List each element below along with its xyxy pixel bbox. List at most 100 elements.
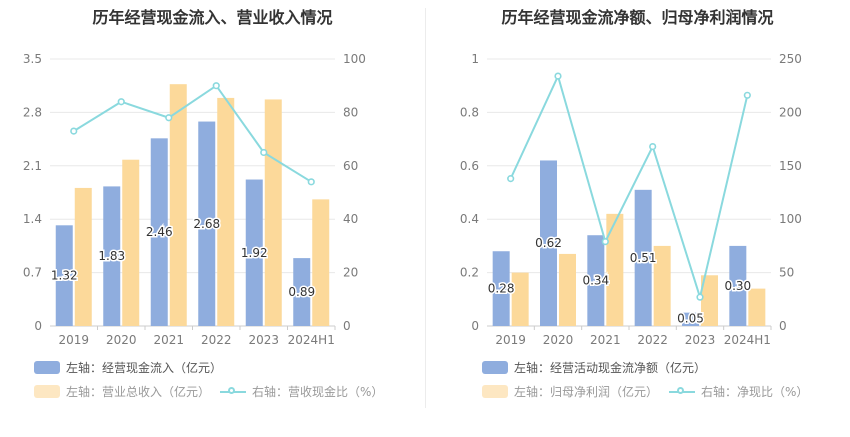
left-axis-tick-label: 0.2 (460, 266, 479, 280)
bar-cash-inflow (293, 258, 311, 326)
bar-net-profit (653, 245, 671, 326)
right-axis-tick-label: 200 (779, 105, 802, 119)
bar-cash-inflow (150, 138, 168, 326)
left-axis-tick-label: 0.7 (23, 266, 42, 280)
bar-net-profit (559, 253, 576, 326)
ratio-point (743, 91, 751, 99)
ratio-point (165, 114, 173, 122)
ratio-point (212, 82, 220, 90)
right-axis-tick-label: 0 (343, 319, 351, 333)
bar-net-profit (606, 213, 624, 326)
data-label: 1.92 (241, 246, 268, 260)
x-axis-tick-label: 2021 (590, 333, 621, 347)
right-axis-tick-label: 150 (779, 159, 802, 173)
ratio-point (117, 98, 125, 106)
data-label: 2.46 (146, 225, 173, 239)
bar-cash-inflow (103, 186, 121, 326)
right-axis-tick-label: 50 (779, 266, 794, 280)
ratio-point (507, 175, 515, 183)
legend-row-2: 左轴：归母净利润（亿元） 右轴：净现比（%） (425, 382, 850, 400)
right-axis-tick-label: 100 (343, 52, 366, 66)
ratio-line (509, 73, 749, 301)
right-axis-tick-label: 250 (779, 52, 802, 66)
bar-net-cash (634, 189, 652, 326)
legend-swatch-blue (34, 360, 60, 374)
legend-line-swatch (220, 385, 246, 398)
legend-item-net-ratio[interactable]: 右轴：净现比（%） (669, 382, 808, 400)
x-axis-tick-label: 2020 (543, 333, 574, 347)
legend-item-net-cash[interactable]: 左轴：经营活动现金流净额（亿元） (482, 358, 706, 376)
data-label: 0.89 (288, 285, 315, 299)
legend-item-cash-inflow[interactable]: 左轴：经营现金流入（亿元） (34, 358, 222, 376)
legend-label: 左轴：经营现金流入（亿元） (66, 360, 223, 375)
data-label: 2.68 (193, 217, 220, 231)
left-axis-tick-label: 0.4 (460, 212, 479, 226)
x-axis-tick-label: 2024H1 (724, 333, 771, 347)
left-axis-tick-label: 2.1 (23, 159, 42, 173)
x-axis-tick-label: 2021 (153, 333, 184, 347)
bar-revenue (312, 199, 330, 326)
left-axis-tick-label: 0.6 (460, 159, 479, 173)
ratio-point (307, 178, 315, 186)
left-axis-tick-label: 0 (471, 319, 479, 333)
bar-revenue (264, 99, 282, 326)
bar-revenue (217, 97, 235, 326)
data-label: 0.62 (535, 236, 562, 250)
legend-item-net-profit[interactable]: 左轴：归母净利润（亿元） (482, 382, 658, 400)
legend-label: 左轴：经营活动现金流净额（亿元） (514, 360, 707, 375)
right-axis-tick-label: 80 (343, 105, 358, 119)
data-label: 0.30 (724, 279, 751, 293)
legend-row-1: 左轴：经营活动现金流净额（亿元） (425, 358, 850, 376)
legend-item-revenue[interactable]: 左轴：营业总收入（亿元） (34, 382, 210, 400)
bar-net-cash (540, 160, 557, 326)
data-label: 0.34 (582, 274, 609, 288)
chart-panel-net-cash: 历年经营现金流净额、归母净利润情况 0 0.2 0.4 0.6 0.8 1 0 50 100 15… (425, 0, 850, 437)
left-axis-tick-label: 1 (471, 52, 479, 66)
ratio-point (601, 238, 609, 246)
bar-net-cash (729, 245, 747, 326)
right-axis-tick-label: 40 (343, 212, 358, 226)
legend-label: 左轴：营业总收入（亿元） (66, 384, 211, 399)
chart-title: 历年经营现金流入、营业收入情况 (92, 8, 333, 27)
bar-revenue (169, 84, 187, 326)
legend-swatch-yellow (34, 384, 60, 398)
data-label: 0.05 (677, 312, 704, 326)
ratio-point (554, 72, 562, 80)
chart-title: 历年经营现金流净额、归母净利润情况 (501, 8, 774, 27)
bar-cash-inflow (198, 121, 216, 326)
x-axis-tick-label: 2024H1 (288, 333, 335, 347)
data-label: 1.83 (98, 249, 125, 263)
legend-swatch-blue (482, 360, 508, 374)
right-axis-tick-label: 100 (779, 212, 802, 226)
x-axis-tick-label: 2023 (685, 333, 716, 347)
panel-divider (425, 8, 426, 408)
legend-row-2: 左轴：营业总收入（亿元） 右轴：营收现金比（%） (0, 382, 425, 400)
bar-net-profit (511, 272, 529, 326)
x-axis-tick-label: 2019 (495, 333, 526, 347)
legend-swatch-yellow (482, 384, 508, 398)
legend-label: 右轴：净现比（%） (701, 384, 809, 399)
bar-revenue (122, 159, 140, 326)
bar-net-cash (682, 312, 699, 326)
right-axis-tick-label: 60 (343, 159, 358, 173)
ratio-point (696, 293, 704, 301)
bar-cash-inflow (245, 179, 263, 326)
left-axis-tick-label: 0.8 (460, 105, 479, 119)
x-axis-tick-label: 2023 (248, 333, 279, 347)
legend-row-1: 左轴：经营现金流入（亿元） (0, 358, 425, 376)
ratio-point (70, 127, 78, 135)
data-label: 0.51 (630, 251, 657, 265)
bar-net-profit (701, 275, 718, 326)
right-axis-tick-label: 0 (779, 319, 787, 333)
right-axis-tick-label: 20 (343, 266, 358, 280)
ratio-line (73, 84, 312, 183)
legend-item-ratio[interactable]: 右轴：营收现金比（%） (220, 382, 383, 400)
x-axis-tick-label: 2022 (201, 333, 232, 347)
chart-plot-area: 0 0.2 0.4 0.6 0.8 1 0 50 100 150 200 250 2019 0.28 202… (460, 52, 802, 347)
ratio-point (649, 142, 657, 151)
bar-revenue (74, 187, 92, 326)
left-axis-tick-label: 0 (34, 319, 42, 333)
x-axis-tick-label: 2022 (637, 333, 668, 347)
bar-cash-inflow (55, 225, 73, 326)
left-axis-tick-label: 1.4 (23, 212, 42, 226)
